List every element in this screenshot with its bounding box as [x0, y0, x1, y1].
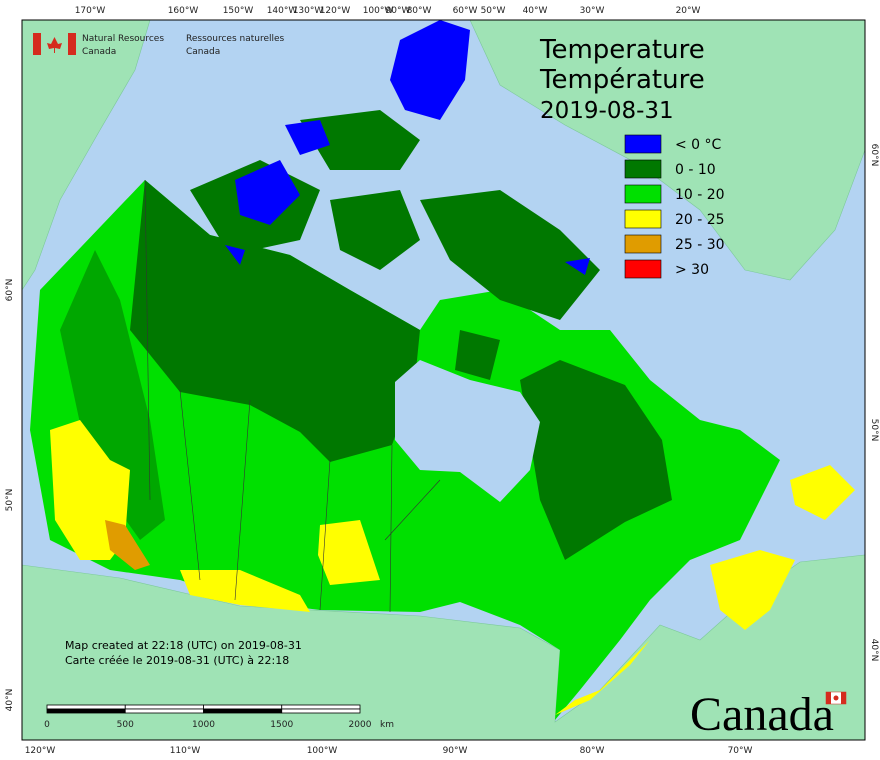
mountains-0-10	[60, 250, 165, 540]
longitude-label: 80°W	[580, 746, 605, 756]
alaska	[21, 19, 151, 292]
longitude-label: 100°W	[307, 746, 338, 756]
longitude-label: 100°W	[363, 6, 394, 16]
title-date: 2019-08-31	[540, 98, 674, 124]
hudson-bay	[395, 360, 540, 502]
frame	[21, 19, 866, 741]
scale-bar: 0 500 1000 1500 2000 km	[44, 704, 394, 730]
longitude-label: 90°W	[386, 6, 411, 16]
latitude-label: 40°N	[5, 689, 15, 712]
wordmark: Canada	[690, 688, 847, 741]
quebec-0-10	[520, 360, 672, 560]
arctic-below-zero	[225, 20, 590, 275]
scale-label: 2000	[349, 720, 372, 730]
longitude-label: 20°W	[676, 6, 701, 16]
agency-block: Natural Resources Canada Ressources natu…	[33, 33, 285, 57]
title-fr: Température	[539, 65, 705, 95]
map-body	[21, 19, 866, 741]
scale-label: 1000	[192, 720, 215, 730]
legend-swatch	[624, 209, 662, 229]
legend-label: 0 - 10	[675, 162, 716, 178]
longitude-label: 40°W	[523, 6, 548, 16]
longitude-label: 160°W	[168, 6, 199, 16]
longitude-label: 70°W	[728, 746, 753, 756]
latitude-label: 50°N	[5, 489, 15, 512]
scale-segment	[281, 708, 361, 714]
wordmark-flag	[826, 692, 831, 704]
longitude-label: 110°W	[170, 746, 201, 756]
latitude-label: 60°N	[869, 144, 879, 167]
scale-label: 1500	[270, 720, 293, 730]
agency-fr: Ressources naturelles	[186, 34, 285, 44]
longitude-label: 150°W	[223, 6, 254, 16]
legend-swatch	[624, 234, 662, 254]
legend-label: > 30	[675, 262, 709, 278]
wordmark-flag	[841, 692, 846, 704]
wordmark-text: Canada	[690, 688, 834, 741]
legend-label: 25 - 30	[675, 237, 725, 253]
agency-en: Natural Resources	[82, 34, 164, 44]
longitude-label: 120°W	[320, 6, 351, 16]
scale-segment	[203, 704, 283, 710]
wordmark-flag	[833, 695, 839, 701]
maple-leaf	[47, 37, 62, 53]
provincial-borders	[144, 179, 441, 613]
longitude-label: 120°W	[25, 746, 56, 756]
agency-fr: Canada	[186, 47, 220, 57]
latitude-label: 60°N	[5, 279, 15, 302]
scale-label: 0	[44, 720, 50, 730]
legend-swatch	[624, 184, 662, 204]
flag-bar	[33, 33, 41, 55]
title-en: Temperature	[539, 35, 705, 65]
scale-segment	[124, 708, 204, 714]
scale-label: 500	[117, 720, 134, 730]
latitude-label: 50°N	[869, 419, 879, 442]
legend-label: 10 - 20	[675, 187, 725, 203]
longitude-label: 80°W	[407, 6, 432, 16]
note: Map created at 22:18 (UTC) on 2019-08-31	[65, 639, 302, 652]
scale-segment	[203, 708, 283, 714]
longitude-label: 170°W	[75, 6, 106, 16]
legend-swatch	[624, 134, 662, 154]
legend: < 0 °C 0 - 10 10 - 20 20 - 25 25 - 30 > 30	[624, 134, 725, 279]
hot-25-30	[105, 520, 150, 570]
legend-label: < 0 °C	[675, 137, 722, 153]
legend-swatch	[624, 159, 662, 179]
longitude-label: 60°W	[453, 6, 478, 16]
longitude-label: 130°W	[293, 6, 324, 16]
scale-segment	[124, 704, 204, 710]
longitude-label: 140°W	[267, 6, 298, 16]
north-0-10	[130, 180, 420, 462]
agency-en: Canada	[82, 47, 116, 57]
longitude-label: 50°W	[481, 6, 506, 16]
flag-bar	[68, 33, 76, 55]
scale-segment	[46, 708, 126, 714]
legend-label: 20 - 25	[675, 212, 725, 228]
arctic-islands	[190, 110, 600, 380]
longitude-label: 90°W	[443, 746, 468, 756]
longitude-label: 30°W	[580, 6, 605, 16]
latitude-label: 40°N	[869, 639, 879, 662]
legend-swatch	[624, 259, 662, 279]
scale-segment	[281, 704, 361, 710]
scale-segment	[46, 704, 126, 710]
scale-unit: km	[380, 720, 394, 730]
note: Carte créée le 2019-08-31 (UTC) à 22:18	[65, 654, 289, 667]
